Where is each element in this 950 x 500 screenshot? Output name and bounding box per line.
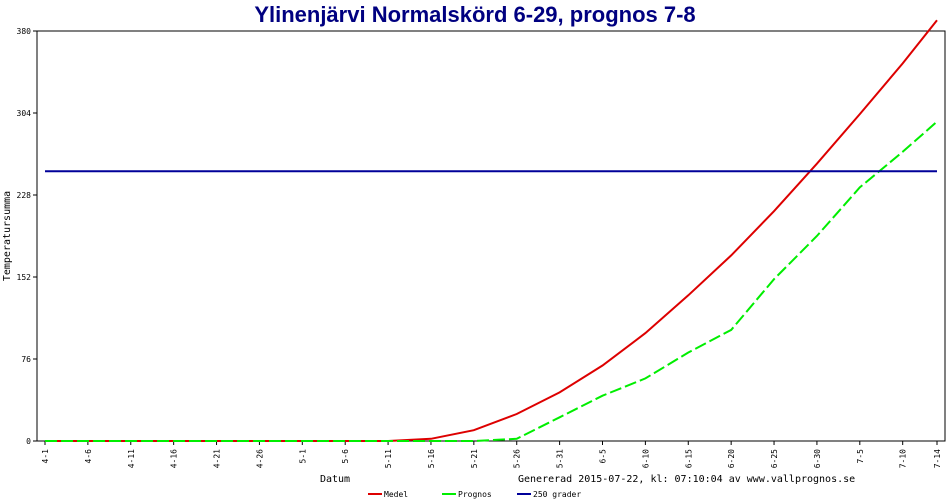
x-tick-label: 6-25 [770,449,779,468]
y-tick-label: 304 [17,109,32,118]
y-axis-label: Temperatursumma [2,191,13,281]
y-tick-label: 228 [17,191,32,200]
x-tick-label: 4-6 [84,449,93,464]
y-tick-label: 76 [21,355,31,364]
x-tick-label: 5-26 [513,449,522,468]
plot-area [36,30,946,442]
x-tick-label: 7-5 [856,449,865,464]
legend: Medel Prognos 250 grader [368,490,581,499]
x-tick-label: 7-14 [933,449,942,468]
x-tick-label: 4-26 [255,449,264,468]
x-tick-label: 5-6 [341,449,350,464]
x-tick-label: 6-20 [727,449,736,468]
x-tick-label: 4-1 [41,449,50,464]
x-tick-label: 5-1 [298,449,307,464]
x-tick-label: 6-30 [813,449,822,468]
x-tick-label: 6-15 [684,449,693,468]
x-tick-label: 4-16 [170,449,179,468]
y-tick-label: 380 [17,27,32,36]
y-tick-label: 152 [17,273,32,282]
x-tick-label: 6-10 [641,449,650,468]
x-tick-label: 6-5 [599,449,608,464]
chart-title: Ylinenjärvi Normalskörd 6-29, prognos 7-… [254,2,695,27]
x-tick-label: 4-11 [127,449,136,468]
legend-entry: 250 grader [533,490,581,499]
series-group [45,19,938,442]
legend-entry: Prognos [458,490,492,499]
x-tick-label: 7-10 [899,449,908,468]
x-tick-label: 4-21 [213,449,222,468]
x-tick-label: 5-21 [470,449,479,468]
x-tick-label: 5-31 [556,449,565,468]
legend-entry: Medel [384,490,408,499]
x-tick-label: 5-11 [384,449,393,468]
series-line-prognos [45,120,938,442]
series-line-medel [45,19,938,442]
y-axis: 0 76 152 228 304 380 [17,27,37,446]
x-axis-label: Datum [320,474,350,485]
x-axis: 4-1 4-6 4-11 4-16 4-21 4-26 5-1 5-6 5-11 5-16 5-21… [41,441,942,468]
x-tick-label: 5-16 [427,449,436,468]
y-tick-label: 0 [26,437,31,446]
generated-note: Genererad 2015-07-22, kl: 07:10:04 av ww… [518,474,855,485]
